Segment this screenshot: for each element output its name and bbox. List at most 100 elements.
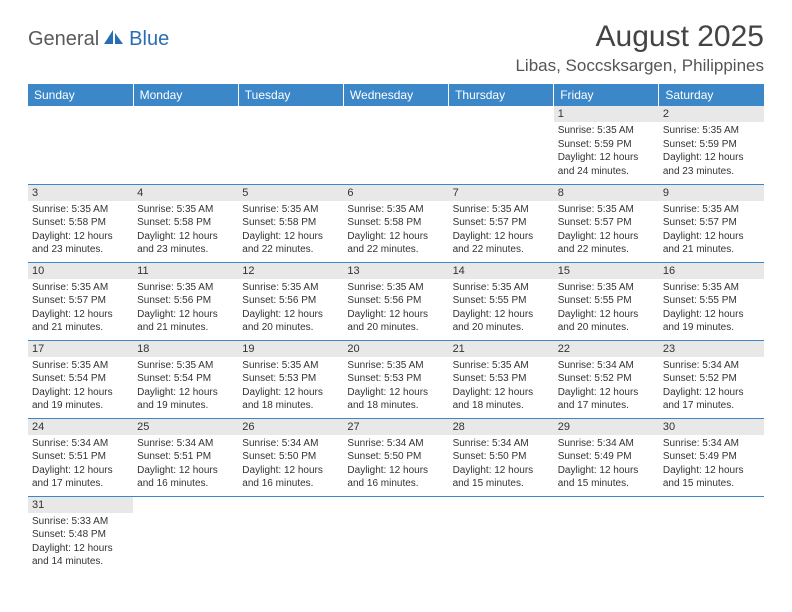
day-content: Sunrise: 5:34 AMSunset: 5:52 PMDaylight:… bbox=[554, 357, 659, 415]
daylight-text: Daylight: 12 hours and 19 minutes. bbox=[137, 386, 234, 413]
sunrise-text: Sunrise: 5:34 AM bbox=[137, 437, 234, 451]
daylight-text: Daylight: 12 hours and 20 minutes. bbox=[347, 308, 444, 335]
day-header: Sunday bbox=[28, 84, 133, 106]
day-number: 10 bbox=[28, 263, 133, 279]
sunset-text: Sunset: 5:50 PM bbox=[242, 450, 339, 464]
daylight-text: Daylight: 12 hours and 21 minutes. bbox=[32, 308, 129, 335]
month-title: August 2025 bbox=[515, 20, 764, 54]
day-content: Sunrise: 5:34 AMSunset: 5:50 PMDaylight:… bbox=[238, 435, 343, 493]
sunset-text: Sunset: 5:52 PM bbox=[663, 372, 760, 386]
day-content: Sunrise: 5:35 AMSunset: 5:58 PMDaylight:… bbox=[133, 201, 238, 259]
day-number: 14 bbox=[449, 263, 554, 279]
sunrise-text: Sunrise: 5:35 AM bbox=[242, 203, 339, 217]
day-number: 2 bbox=[659, 106, 764, 122]
sunset-text: Sunset: 5:56 PM bbox=[137, 294, 234, 308]
day-number: 17 bbox=[28, 341, 133, 357]
daylight-text: Daylight: 12 hours and 22 minutes. bbox=[558, 230, 655, 257]
day-content: Sunrise: 5:35 AMSunset: 5:57 PMDaylight:… bbox=[28, 279, 133, 337]
logo-text-general: General bbox=[28, 28, 99, 51]
day-number: 15 bbox=[554, 263, 659, 279]
sunrise-text: Sunrise: 5:35 AM bbox=[453, 203, 550, 217]
daylight-text: Daylight: 12 hours and 18 minutes. bbox=[453, 386, 550, 413]
calendar-cell: 17Sunrise: 5:35 AMSunset: 5:54 PMDayligh… bbox=[28, 340, 133, 418]
day-content: Sunrise: 5:35 AMSunset: 5:57 PMDaylight:… bbox=[449, 201, 554, 259]
day-number: 8 bbox=[554, 185, 659, 201]
sunset-text: Sunset: 5:50 PM bbox=[347, 450, 444, 464]
day-header: Thursday bbox=[449, 84, 554, 106]
sunrise-text: Sunrise: 5:35 AM bbox=[558, 281, 655, 295]
calendar-cell: 30Sunrise: 5:34 AMSunset: 5:49 PMDayligh… bbox=[659, 418, 764, 496]
logo-text-blue: Blue bbox=[129, 28, 169, 51]
calendar-week-row: 10Sunrise: 5:35 AMSunset: 5:57 PMDayligh… bbox=[28, 262, 764, 340]
calendar-cell: 3Sunrise: 5:35 AMSunset: 5:58 PMDaylight… bbox=[28, 184, 133, 262]
calendar-cell bbox=[554, 496, 659, 574]
sunrise-text: Sunrise: 5:35 AM bbox=[137, 281, 234, 295]
sunrise-text: Sunrise: 5:35 AM bbox=[137, 359, 234, 373]
sunrise-text: Sunrise: 5:34 AM bbox=[453, 437, 550, 451]
daylight-text: Daylight: 12 hours and 18 minutes. bbox=[347, 386, 444, 413]
calendar-cell: 24Sunrise: 5:34 AMSunset: 5:51 PMDayligh… bbox=[28, 418, 133, 496]
calendar-cell: 2Sunrise: 5:35 AMSunset: 5:59 PMDaylight… bbox=[659, 106, 764, 184]
daylight-text: Daylight: 12 hours and 18 minutes. bbox=[242, 386, 339, 413]
day-number: 9 bbox=[659, 185, 764, 201]
calendar-cell bbox=[343, 496, 448, 574]
day-content: Sunrise: 5:34 AMSunset: 5:52 PMDaylight:… bbox=[659, 357, 764, 415]
day-number: 20 bbox=[343, 341, 448, 357]
day-number: 5 bbox=[238, 185, 343, 201]
daylight-text: Daylight: 12 hours and 22 minutes. bbox=[347, 230, 444, 257]
day-content: Sunrise: 5:35 AMSunset: 5:58 PMDaylight:… bbox=[343, 201, 448, 259]
sunrise-text: Sunrise: 5:34 AM bbox=[663, 359, 760, 373]
daylight-text: Daylight: 12 hours and 19 minutes. bbox=[663, 308, 760, 335]
day-number: 23 bbox=[659, 341, 764, 357]
calendar-cell bbox=[28, 106, 133, 184]
day-number: 1 bbox=[554, 106, 659, 122]
calendar-cell bbox=[238, 106, 343, 184]
day-number: 12 bbox=[238, 263, 343, 279]
day-content: Sunrise: 5:35 AMSunset: 5:58 PMDaylight:… bbox=[238, 201, 343, 259]
calendar-cell: 1Sunrise: 5:35 AMSunset: 5:59 PMDaylight… bbox=[554, 106, 659, 184]
title-block: August 2025 Libas, Soccsksargen, Philipp… bbox=[515, 20, 764, 76]
day-content: Sunrise: 5:34 AMSunset: 5:50 PMDaylight:… bbox=[343, 435, 448, 493]
sunset-text: Sunset: 5:57 PM bbox=[558, 216, 655, 230]
sunset-text: Sunset: 5:57 PM bbox=[663, 216, 760, 230]
sunset-text: Sunset: 5:58 PM bbox=[32, 216, 129, 230]
sunrise-text: Sunrise: 5:35 AM bbox=[137, 203, 234, 217]
calendar-week-row: 17Sunrise: 5:35 AMSunset: 5:54 PMDayligh… bbox=[28, 340, 764, 418]
calendar-cell bbox=[238, 496, 343, 574]
day-content: Sunrise: 5:35 AMSunset: 5:55 PMDaylight:… bbox=[449, 279, 554, 337]
calendar-table: SundayMondayTuesdayWednesdayThursdayFrid… bbox=[28, 84, 764, 574]
day-content: Sunrise: 5:35 AMSunset: 5:55 PMDaylight:… bbox=[554, 279, 659, 337]
daylight-text: Daylight: 12 hours and 23 minutes. bbox=[32, 230, 129, 257]
daylight-text: Daylight: 12 hours and 23 minutes. bbox=[663, 151, 760, 178]
day-content: Sunrise: 5:34 AMSunset: 5:51 PMDaylight:… bbox=[28, 435, 133, 493]
day-content: Sunrise: 5:35 AMSunset: 5:59 PMDaylight:… bbox=[554, 122, 659, 180]
day-content: Sunrise: 5:35 AMSunset: 5:58 PMDaylight:… bbox=[28, 201, 133, 259]
daylight-text: Daylight: 12 hours and 17 minutes. bbox=[558, 386, 655, 413]
sunset-text: Sunset: 5:53 PM bbox=[347, 372, 444, 386]
sunset-text: Sunset: 5:59 PM bbox=[663, 138, 760, 152]
daylight-text: Daylight: 12 hours and 21 minutes. bbox=[137, 308, 234, 335]
calendar-cell: 11Sunrise: 5:35 AMSunset: 5:56 PMDayligh… bbox=[133, 262, 238, 340]
day-header: Tuesday bbox=[238, 84, 343, 106]
calendar-cell: 5Sunrise: 5:35 AMSunset: 5:58 PMDaylight… bbox=[238, 184, 343, 262]
calendar-cell: 25Sunrise: 5:34 AMSunset: 5:51 PMDayligh… bbox=[133, 418, 238, 496]
daylight-text: Daylight: 12 hours and 17 minutes. bbox=[663, 386, 760, 413]
sunset-text: Sunset: 5:56 PM bbox=[242, 294, 339, 308]
day-content: Sunrise: 5:35 AMSunset: 5:56 PMDaylight:… bbox=[133, 279, 238, 337]
sunrise-text: Sunrise: 5:35 AM bbox=[347, 281, 444, 295]
sunrise-text: Sunrise: 5:35 AM bbox=[347, 359, 444, 373]
daylight-text: Daylight: 12 hours and 21 minutes. bbox=[663, 230, 760, 257]
sunset-text: Sunset: 5:51 PM bbox=[32, 450, 129, 464]
sunset-text: Sunset: 5:58 PM bbox=[347, 216, 444, 230]
sunset-text: Sunset: 5:55 PM bbox=[558, 294, 655, 308]
sunset-text: Sunset: 5:56 PM bbox=[347, 294, 444, 308]
sunset-text: Sunset: 5:55 PM bbox=[453, 294, 550, 308]
calendar-cell: 19Sunrise: 5:35 AMSunset: 5:53 PMDayligh… bbox=[238, 340, 343, 418]
day-header: Saturday bbox=[659, 84, 764, 106]
sunset-text: Sunset: 5:50 PM bbox=[453, 450, 550, 464]
day-number: 22 bbox=[554, 341, 659, 357]
day-content: Sunrise: 5:35 AMSunset: 5:59 PMDaylight:… bbox=[659, 122, 764, 180]
calendar-cell: 9Sunrise: 5:35 AMSunset: 5:57 PMDaylight… bbox=[659, 184, 764, 262]
daylight-text: Daylight: 12 hours and 24 minutes. bbox=[558, 151, 655, 178]
day-number: 27 bbox=[343, 419, 448, 435]
